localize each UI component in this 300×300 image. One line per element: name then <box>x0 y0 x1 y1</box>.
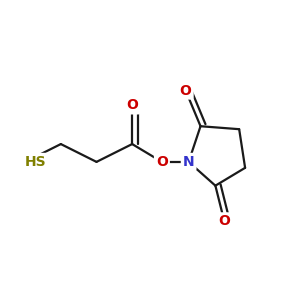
Text: O: O <box>156 155 168 169</box>
Text: HS: HS <box>25 155 47 169</box>
Text: O: O <box>126 98 138 112</box>
Text: O: O <box>218 214 230 228</box>
Text: N: N <box>183 155 194 169</box>
Text: O: O <box>180 84 192 98</box>
